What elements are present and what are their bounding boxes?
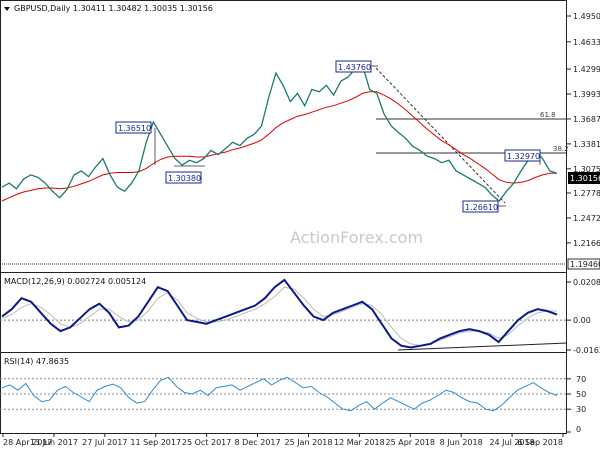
x-tick-label: 25 Jan 2018 [284, 438, 332, 447]
annotation-label-143760: 1.43760 [338, 63, 371, 72]
price-y-tick-label: 1.30750 [573, 165, 600, 174]
price-y-tick-label: 1.21660 [573, 239, 600, 248]
macd-y-axis: 0.020861 0.00 -0.016357 [0, 278, 600, 355]
rsi-y-tick-label: 50 [576, 390, 586, 399]
price-y-tick-label: 1.42990 [573, 65, 600, 74]
rsi-label: RSI(14) 47.8635 [4, 357, 69, 366]
annotation-label-126610: 1.26610 [465, 203, 498, 212]
annotation-box [165, 171, 202, 184]
x-tick-label: 27 Jul 2017 [82, 438, 127, 447]
support-level-box [567, 258, 600, 270]
macd-line [1, 278, 558, 349]
price-y-tick-label: 1.24720 [573, 214, 600, 223]
annotation-126610: 1.26610 [462, 200, 506, 213]
last-price-box [568, 172, 600, 184]
price-y-axis: 1.49500 1.46330 1.42990 1.39930 1.36870 1.338… [567, 12, 600, 248]
macd-signal-line [1, 286, 557, 347]
rsi-y-tick-label: 30 [576, 405, 586, 414]
annotation-box [462, 200, 499, 213]
rsi-line [1, 376, 558, 412]
rsi-y-tick-label: 70 [576, 375, 586, 384]
x-tick-label: 25 Apr 2018 [386, 438, 435, 447]
last-price-label: 1.30156 [570, 174, 600, 183]
support-level-label: 1.19460 [570, 260, 600, 269]
annotation-label-130380: 1.30380 [168, 174, 201, 183]
x-tick-label: 8 Jun 2018 [440, 438, 483, 447]
symbol-header: GBPUSD,Daily 1.30411 1.30482 1.30035 1.3… [14, 4, 213, 13]
fib-382-label: 38.2 [553, 145, 569, 153]
rsi-levels [0, 378, 567, 410]
macd-y-tick-label: -0.016357 [573, 346, 600, 355]
annotation-box [504, 149, 541, 162]
annotation-143760: 1.43760 [335, 60, 378, 73]
dropdown-triangle-icon [4, 7, 10, 11]
macd-y-tick-label: 0.00 [573, 316, 591, 325]
trend-projection-line [375, 67, 506, 204]
rsi-y-axis: 70 50 30 0 [567, 375, 586, 434]
macd-label: MACD(12,26,9) 0.002724 0.005124 [4, 277, 146, 286]
x-tick-label: 8 Dec 2017 [235, 438, 281, 447]
price-line [1, 63, 558, 202]
macd-y-tick-label: 0.020861 [573, 278, 600, 287]
annotation-136510: 1.36510 [115, 121, 156, 165]
annotation-box [335, 60, 372, 73]
x-tick-label: 25 Oct 2017 [182, 438, 231, 447]
price-y-tick-label: 1.49500 [573, 12, 600, 21]
annotation-label-132970: 1.32970 [507, 152, 540, 161]
annotation-132970: 1.32970 [504, 149, 541, 165]
price-y-tick-label: 1.46330 [573, 38, 600, 47]
price-y-tick-label: 1.27780 [573, 189, 600, 198]
annotation-130380: 1.30380 [165, 165, 205, 184]
moving-average-line [1, 91, 557, 202]
macd-trendline [397, 342, 568, 351]
x-tick-label: 11 Sep 2017 [130, 438, 181, 447]
annotation-box [115, 121, 152, 134]
fib-618-label: 61.8 [540, 111, 556, 119]
rsi-y-tick-label: 0 [576, 425, 581, 434]
annotation-label-136510: 1.36510 [118, 124, 151, 133]
x-tick-label: 28 Apr 2017 [3, 438, 52, 447]
x-tick-label: 6 Sep 2018 [517, 438, 563, 447]
plot-frame [0, 0, 567, 434]
watermark: ActionForex.com [290, 228, 423, 247]
price-y-tick-label: 1.36870 [573, 115, 600, 124]
x-tick-label: 24 Jul 2018 [489, 438, 534, 447]
price-y-tick-label: 1.33810 [573, 140, 600, 149]
x-tick-label: 13 Jun 2017 [30, 438, 78, 447]
price-y-tick-label: 1.39930 [573, 90, 600, 99]
x-tick-label: 12 Mar 2018 [334, 438, 385, 447]
